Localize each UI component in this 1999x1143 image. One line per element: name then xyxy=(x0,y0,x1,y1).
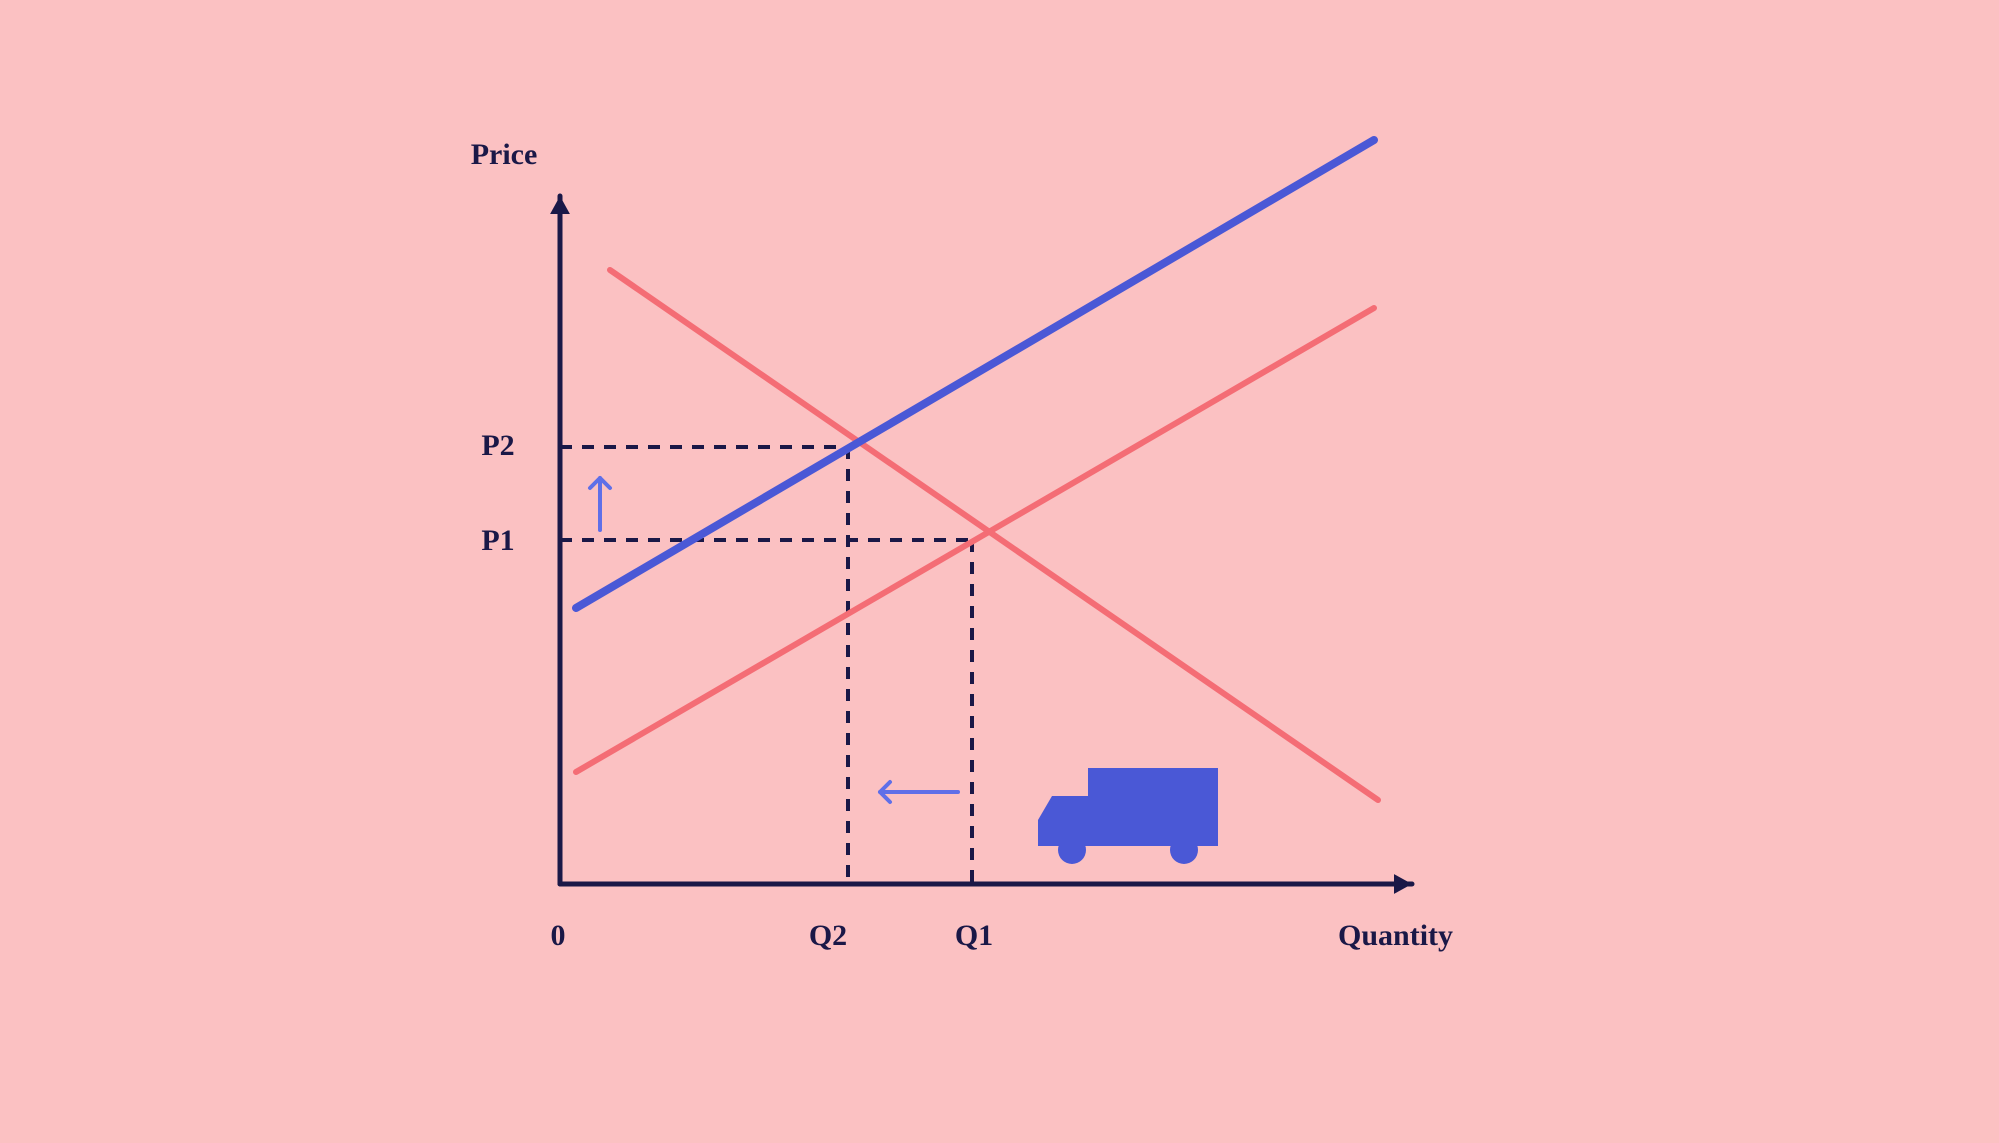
y-axis-label: Price xyxy=(471,138,538,171)
x-axis-label: Quantity xyxy=(1338,919,1453,952)
origin-label: 0 xyxy=(551,919,566,952)
truck-icon xyxy=(1038,768,1218,864)
quantity-decrease-arrow xyxy=(880,782,958,802)
diagram-stage: Price Quantity 0 P1 P2 Q1 Q2 xyxy=(0,0,1999,1143)
p1-label: P1 xyxy=(481,524,514,557)
q2-label: Q2 xyxy=(809,919,847,952)
p2-label: P2 xyxy=(481,429,514,462)
supply-demand-chart: Price Quantity 0 P1 P2 Q1 Q2 xyxy=(0,0,1999,1143)
x-axis xyxy=(560,874,1412,894)
q1-label: Q1 xyxy=(955,919,993,952)
price-increase-arrow xyxy=(590,478,610,530)
demand-curve xyxy=(610,270,1378,800)
